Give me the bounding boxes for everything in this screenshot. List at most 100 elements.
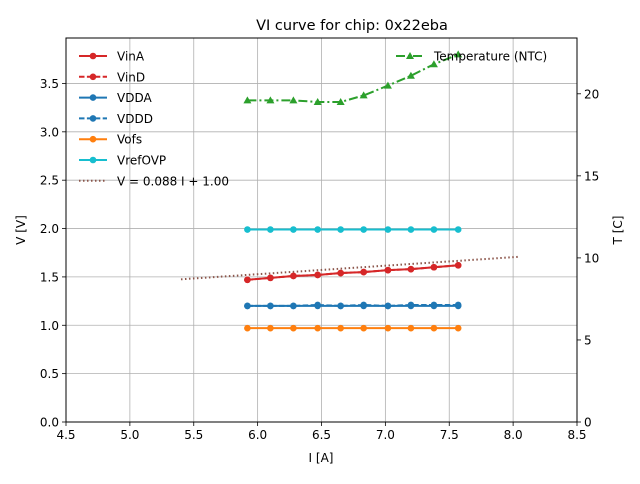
series-vrefovp <box>244 226 462 233</box>
x-tick-label: 5.5 <box>184 428 203 442</box>
legend-label: VDDA <box>117 91 152 105</box>
data-point-vddd <box>267 302 274 310</box>
data-point-temperature <box>289 96 298 104</box>
data-point-temperature <box>359 91 368 99</box>
data-point-vofs <box>244 324 251 332</box>
legend-marker <box>89 135 97 143</box>
legend-item: VrefOVP <box>79 154 166 168</box>
x-tick-label: 6.5 <box>312 428 331 442</box>
legend-item: V = 0.088 I + 1.00 <box>79 174 229 188</box>
x-tick-label: 7.0 <box>376 428 395 442</box>
data-point-vrefovp <box>360 226 367 233</box>
legend-item: VDDD <box>79 112 153 126</box>
y-tick-label: 3.5 <box>40 77 59 91</box>
data-point-vrefovp <box>384 226 392 233</box>
y-tick-label: 2.0 <box>40 222 59 236</box>
legend-marker <box>89 52 97 60</box>
data-point-vofs <box>454 324 462 332</box>
data-point-vind <box>384 266 392 274</box>
series-line-vind <box>247 264 459 281</box>
legend-marker <box>406 52 414 59</box>
data-point-vrefovp <box>244 226 251 233</box>
y-axis-label: V [V] <box>14 215 28 245</box>
legend-label: Vofs <box>117 133 142 147</box>
data-point-vrefovp <box>267 226 274 233</box>
x-tick-label: 5.0 <box>120 428 139 442</box>
data-point-temperature <box>406 71 415 79</box>
data-point-vofs <box>430 324 438 332</box>
data-point-vofs <box>337 324 344 332</box>
data-point-vrefovp <box>454 226 462 233</box>
data-point-vddd <box>430 301 438 309</box>
legend-marker <box>89 115 97 122</box>
data-point-vind <box>290 272 297 280</box>
legend-left: VinA VinD VDDA VDDD Vofs VrefOVP V = 0.088 I +… <box>79 50 229 188</box>
data-point-vind <box>454 262 462 269</box>
x-tick-label: 8.0 <box>504 428 523 442</box>
y2-ticks: 0 5 10 15 20 <box>577 87 599 430</box>
y-tick-label: 0.5 <box>40 367 59 381</box>
legend-item: VinA <box>79 50 145 64</box>
legend-label: VinD <box>117 70 145 84</box>
data-point-temperature <box>336 98 345 105</box>
data-point-temperature <box>313 98 322 105</box>
x-axis-label: I [A] <box>309 451 334 465</box>
data-point-vddd <box>454 301 462 309</box>
data-point-vrefovp <box>337 226 344 233</box>
y-ticks: 0.0 0.5 1.0 1.5 2.0 2.5 3.0 3.5 <box>40 77 66 430</box>
data-point-vofs <box>360 324 367 332</box>
data-point-vddd <box>290 302 297 310</box>
legend-item: Temperature (NTC) <box>396 50 547 64</box>
data-point-vind <box>314 271 321 279</box>
data-point-vind <box>430 263 438 271</box>
data-point-vddd <box>407 301 415 309</box>
y2-tick-label: 0 <box>584 416 592 430</box>
y2-tick-label: 5 <box>584 333 592 347</box>
data-point-temperature <box>454 50 463 58</box>
x-ticks: 4.5 5.0 5.5 6.0 6.5 7.0 7.5 8.0 8.5 <box>56 422 587 442</box>
data-point-vrefovp <box>314 226 321 233</box>
x-tick-label: 4.5 <box>56 428 75 442</box>
data-point-vrefovp <box>430 226 438 233</box>
legend-right: Temperature (NTC) <box>396 50 547 64</box>
data-point-vddd <box>360 301 367 309</box>
series-temperature <box>243 50 463 105</box>
y2-tick-label: 15 <box>584 169 599 183</box>
data-point-vind <box>267 274 274 282</box>
y2-axis-label: T [C] <box>611 216 625 246</box>
legend-marker <box>89 94 97 101</box>
data-point-vddd <box>244 302 251 310</box>
legend-label: V = 0.088 I + 1.00 <box>117 174 229 188</box>
data-point-vddd <box>337 302 344 310</box>
data-point-vind <box>337 269 344 277</box>
data-point-vddd <box>314 301 321 309</box>
data-point-vofs <box>407 324 415 332</box>
data-point-temperature <box>266 96 275 104</box>
fit-line <box>180 255 520 281</box>
data-point-vofs <box>290 324 297 332</box>
y-tick-label: 1.5 <box>40 270 59 284</box>
data-point-vrefovp <box>290 226 297 233</box>
series-line-vddd <box>247 303 459 307</box>
data-point-vofs <box>267 324 274 332</box>
data-point-vind <box>244 276 251 284</box>
legend-marker <box>89 73 97 81</box>
data-point-vddd <box>384 302 392 310</box>
series-line-temperature <box>247 53 459 103</box>
data-point-vrefovp <box>407 226 415 233</box>
data-point-vind <box>407 265 415 273</box>
x-tick-label: 7.5 <box>440 428 459 442</box>
data-point-vofs <box>384 324 392 332</box>
y-tick-label: 3.0 <box>40 125 59 139</box>
series-vind <box>244 262 462 284</box>
series-vddd <box>244 301 462 310</box>
legend-item: Vofs <box>79 133 142 147</box>
legend-marker <box>89 156 97 164</box>
chart-title: VI curve for chip: 0x22eba <box>256 18 448 34</box>
data-point-temperature <box>243 96 252 104</box>
legend-label: VrefOVP <box>117 154 166 168</box>
legend-item: VDDA <box>79 91 152 105</box>
x-tick-label: 6.0 <box>248 428 267 442</box>
